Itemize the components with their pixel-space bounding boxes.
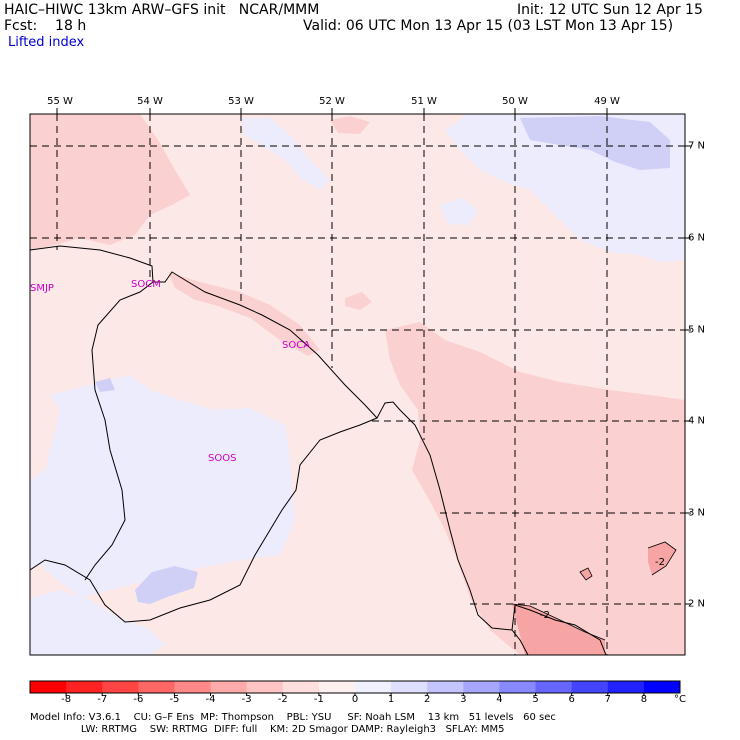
- station-label: SOCM: [131, 279, 161, 290]
- colorbar-tick-label: 8: [640, 694, 648, 705]
- forecast-hour: Fcst: 18 h: [4, 18, 87, 34]
- lifted-index-region-neg: [385, 322, 685, 655]
- lifted-index-region-neg: [330, 116, 370, 134]
- field-name: Lifted index: [8, 35, 85, 50]
- colorbar-tick-label: -1: [313, 694, 324, 705]
- colorbar-swatch: [66, 681, 103, 693]
- colorbar-tick-label: -6: [133, 694, 144, 705]
- colorbar-swatch: [318, 681, 356, 693]
- lon-label: 51 W: [411, 96, 437, 107]
- lifted-index-region-neg-2: [512, 604, 605, 655]
- colorbar-swatch: [246, 681, 284, 693]
- init-time: Init: 12 UTC Sun 12 Apr 15: [517, 2, 703, 18]
- lifted-index-region-neg-2: [648, 542, 676, 575]
- colorbar-tick-label: -2: [277, 694, 288, 705]
- lon-label: 49 W: [594, 96, 620, 107]
- contour-line: [579, 567, 593, 581]
- colorbar-swatch: [607, 681, 645, 693]
- colorbar-tick-label: 3: [460, 694, 467, 705]
- colorbar-swatch: [282, 681, 320, 693]
- contour-label: -2: [540, 610, 550, 621]
- lifted-index-region-pos: [440, 198, 478, 225]
- colorbar-tick-label: -3: [241, 694, 252, 705]
- colorbar-swatch: [643, 681, 681, 693]
- colorbar-swatch: [210, 681, 248, 693]
- contour-line: [647, 541, 677, 576]
- colorbar-swatch: [355, 681, 392, 693]
- axis-ticks: [56, 108, 691, 605]
- colorbar-swatch: [499, 681, 537, 693]
- lon-label: 55 W: [47, 96, 73, 107]
- colorbar-tick-label: 2: [424, 694, 431, 705]
- lat-label: 5 N: [688, 324, 706, 336]
- model-title: HAIC–HIWC 13km ARW–GFS init NCAR/MMM: [4, 2, 320, 18]
- lifted-index-region-neg: [345, 292, 372, 310]
- colorbar-swatch: [30, 681, 67, 693]
- station-label: SMJP: [30, 283, 54, 294]
- model-info-line2: LW: RRTMG SW: RRTMG DIFF: full KM: 2D Sm…: [30, 724, 505, 735]
- colorbar-swatch: [138, 681, 175, 693]
- colorbar-swatch: [391, 681, 428, 693]
- colorbar-tick-label: 5: [532, 694, 539, 705]
- contour-line: [511, 603, 606, 641]
- lifted-index-region-neg: [30, 114, 190, 250]
- lifted-index-region-pos: [520, 116, 670, 170]
- colorbar-tick-label: 6: [568, 694, 575, 705]
- lifted-index-region-pos: [242, 118, 330, 190]
- lon-label: 53 W: [228, 96, 254, 107]
- colorbar-swatch: [174, 681, 212, 693]
- colorbar-swatch: [463, 681, 500, 693]
- lat-label: 6 N: [688, 232, 706, 244]
- colorbar-swatch: [571, 681, 609, 693]
- colorbar-tick-label: -4: [205, 694, 216, 705]
- contour-label: -2: [655, 557, 665, 568]
- valid-time: Valid: 06 UTC Mon 13 Apr 15 (03 LST Mon …: [303, 18, 674, 34]
- colorbar-tick-label: -5: [169, 694, 180, 705]
- lifted-index-region-pos: [95, 378, 115, 392]
- colorbar-tick-label: -8: [61, 694, 72, 705]
- lat-label: 3 N: [688, 507, 706, 519]
- lifted-index-region-pos: [135, 566, 198, 604]
- station-label: SOCA: [282, 340, 311, 351]
- border-line: [84, 281, 154, 581]
- colorbar-swatch: [535, 681, 573, 693]
- lat-label: 7 N: [688, 140, 706, 152]
- colorbar-swatch: [427, 681, 464, 693]
- colorbar-tick-label: -7: [97, 694, 108, 705]
- lifted-index-region-neg-2: [580, 568, 592, 580]
- colorbar-tick-label: 1: [387, 694, 395, 705]
- lifted-index-region-neg: [168, 272, 320, 356]
- lon-label: 54 W: [137, 96, 163, 107]
- colorbar-tick-label: 7: [604, 694, 611, 705]
- colorbar-tick-label: 4: [496, 694, 503, 705]
- station-label: SOOS: [208, 453, 237, 464]
- colorbar-unit: °C: [674, 694, 686, 705]
- lifted-index-region-pos: [30, 590, 165, 655]
- lifted-index-region-pos: [30, 375, 295, 598]
- lon-label: 50 W: [502, 96, 528, 107]
- colorbar-tick-label: 0: [351, 694, 359, 705]
- border-line: [30, 417, 378, 623]
- lon-label: 52 W: [319, 96, 345, 107]
- lat-label: 4 N: [688, 415, 706, 427]
- colorbar-swatch: [102, 681, 139, 693]
- model-info-line1: Model Info: V3.6.1 CU: G–F Ens MP: Thomp…: [30, 712, 556, 723]
- graticule: [30, 114, 685, 655]
- lat-label: 2 N: [688, 598, 706, 610]
- coastline: [30, 245, 607, 655]
